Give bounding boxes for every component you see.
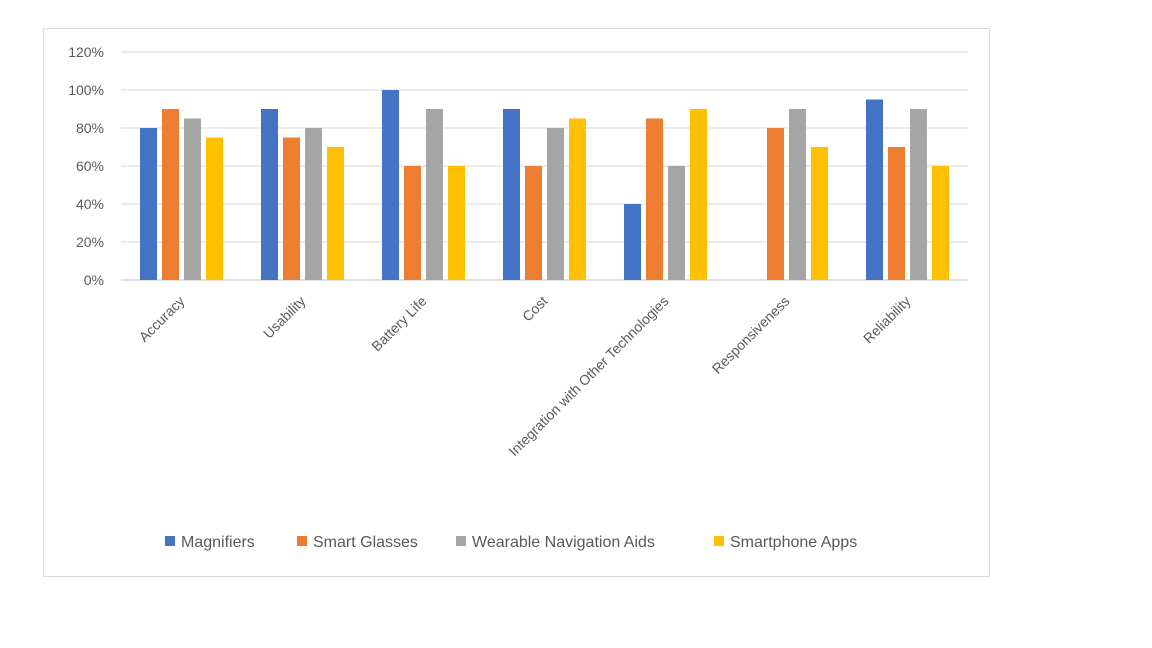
x-tick-label: Usability xyxy=(260,293,309,342)
chart-frame: 0% 20% 40% 60% 80% 100% 120% Accuracy Usability… xyxy=(43,28,990,577)
x-axis-labels: Accuracy Usability Battery Life CostIntegra… xyxy=(136,293,914,459)
bar xyxy=(327,147,344,280)
bar xyxy=(162,109,179,280)
x-tick-label: Battery Life xyxy=(368,293,430,355)
legend-label: Wearable Navigation Aids xyxy=(472,534,655,551)
bar xyxy=(305,128,322,280)
legend-swatch xyxy=(456,536,466,546)
legend-label: Smartphone Apps xyxy=(730,534,857,551)
legend: Magnifiers Smart Glasses Wearable Navigati… xyxy=(165,534,857,551)
bar xyxy=(404,166,421,280)
bar xyxy=(503,109,520,280)
bar xyxy=(525,166,542,280)
bar xyxy=(932,166,949,280)
y-tick-label: 0% xyxy=(84,272,104,288)
bar xyxy=(668,166,685,280)
bar xyxy=(646,118,663,280)
legend-swatch xyxy=(297,536,307,546)
bars xyxy=(140,90,949,280)
y-tick-label: 20% xyxy=(76,234,104,250)
bar xyxy=(888,147,905,280)
y-tick-label: 100% xyxy=(68,82,104,98)
gridlines xyxy=(121,51,968,281)
bar xyxy=(140,128,157,280)
bar xyxy=(767,128,784,280)
bar xyxy=(569,118,586,280)
y-tick-label: 80% xyxy=(76,120,104,136)
bar xyxy=(910,109,927,280)
bar xyxy=(382,90,399,280)
legend-label: Smart Glasses xyxy=(313,534,418,551)
bar xyxy=(206,137,223,280)
y-axis-ticks: 0% 20% 40% 60% 80% 100% 120% xyxy=(68,44,104,288)
legend-label: Magnifiers xyxy=(181,534,255,551)
y-tick-label: 60% xyxy=(76,158,104,174)
x-tick-label: Responsiveness xyxy=(709,293,793,377)
legend-swatch xyxy=(714,536,724,546)
bar xyxy=(811,147,828,280)
bar xyxy=(426,109,443,280)
bar xyxy=(261,109,278,280)
bar xyxy=(866,99,883,280)
x-tick-label: Cost xyxy=(519,293,551,325)
bar xyxy=(283,137,300,280)
legend-swatch xyxy=(165,536,175,546)
bar xyxy=(789,109,806,280)
x-tick-label: Reliability xyxy=(860,293,914,347)
y-tick-label: 120% xyxy=(68,44,104,60)
bar xyxy=(184,118,201,280)
bar xyxy=(624,204,641,280)
bar xyxy=(448,166,465,280)
bar-chart: 0% 20% 40% 60% 80% 100% 120% Accuracy Usability… xyxy=(68,44,968,551)
bar xyxy=(690,109,707,280)
y-tick-label: 40% xyxy=(76,196,104,212)
bar xyxy=(547,128,564,280)
x-tick-label: Accuracy xyxy=(136,293,188,345)
